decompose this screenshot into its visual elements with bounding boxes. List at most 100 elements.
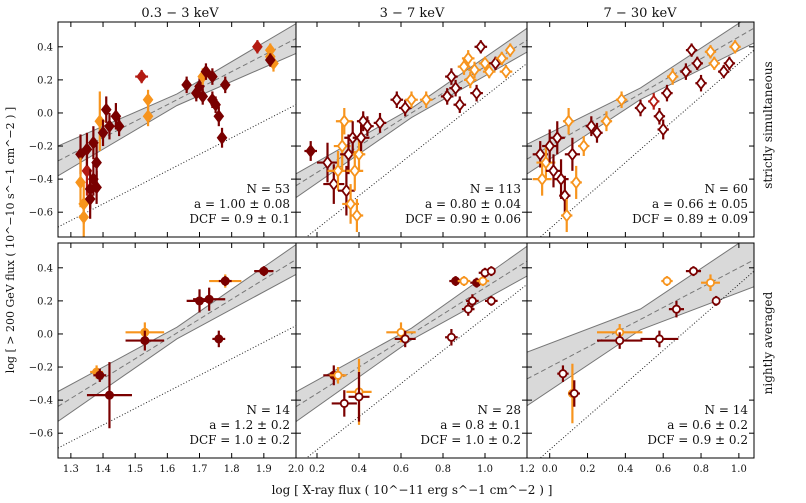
fit-line — [296, 260, 527, 408]
data-point — [125, 330, 165, 351]
data-point — [88, 126, 99, 160]
point-marker — [140, 336, 150, 346]
point-marker — [591, 125, 603, 140]
fit-stats-line-2: a = 0.6 ± 0.2 — [667, 418, 748, 432]
point-marker — [654, 109, 665, 124]
point-marker — [548, 163, 559, 178]
y-tick-label: −0.4 — [29, 396, 53, 407]
data-point — [545, 154, 562, 188]
point-marker — [420, 92, 432, 107]
data-point — [419, 91, 433, 108]
fit-stats-line-1: N = 14 — [247, 403, 291, 417]
point-marker — [567, 147, 578, 162]
point-marker — [353, 147, 365, 162]
point-marker — [483, 64, 495, 79]
point-marker — [691, 56, 703, 71]
point-marker — [349, 163, 361, 178]
point-marker — [354, 392, 364, 402]
point-marker — [615, 336, 625, 346]
data-point — [212, 330, 226, 348]
point-marker — [200, 64, 212, 79]
equality-line — [305, 62, 527, 237]
point-marker — [104, 119, 115, 134]
point-marker — [711, 296, 721, 306]
y-tick-label: −0.6 — [29, 208, 53, 219]
fit-stats-line-3: DCF = 0.89 ± 0.09 — [632, 212, 748, 226]
data-point — [91, 170, 102, 204]
panel-plot-area — [527, 22, 754, 237]
point-marker — [561, 208, 573, 223]
y-tick-label: 0.0 — [37, 108, 53, 119]
point-marker — [75, 175, 86, 190]
data-point — [485, 295, 498, 306]
data-point — [350, 198, 364, 233]
point-marker — [450, 81, 461, 96]
data-point — [213, 106, 225, 127]
data-point — [445, 68, 458, 85]
data-point — [464, 71, 477, 89]
point-marker — [686, 43, 697, 58]
data-point — [680, 63, 692, 80]
fit-line — [58, 38, 296, 162]
data-point — [394, 330, 416, 348]
y-tick-label: −0.2 — [29, 142, 53, 153]
point-marker — [569, 388, 579, 398]
data-point — [216, 127, 228, 148]
point-marker — [441, 89, 453, 104]
fit-stats-line-1: N = 28 — [478, 403, 521, 417]
point-marker — [136, 69, 147, 84]
y-tick-label: 0.0 — [37, 329, 53, 340]
point-marker — [343, 147, 354, 162]
point-marker — [91, 180, 102, 195]
data-point — [331, 390, 357, 417]
data-point — [142, 106, 154, 127]
point-marker — [570, 175, 582, 190]
point-marker — [100, 102, 112, 117]
column-title-2: 3 − 7 keV — [380, 6, 445, 21]
fit-stats-line-1: N = 60 — [705, 182, 748, 196]
data-point — [352, 137, 366, 171]
fit-stats-line-3: DCF = 1.0 ± 0.2 — [189, 433, 290, 447]
point-marker — [345, 196, 356, 211]
data-point — [701, 274, 720, 291]
point-marker — [341, 183, 352, 198]
data-point — [549, 121, 565, 155]
fit-stats-line-3: DCF = 1.0 ± 0.2 — [420, 433, 521, 447]
data-point — [704, 44, 717, 59]
data-point — [449, 79, 462, 97]
data-point — [219, 76, 231, 94]
data-point — [86, 362, 132, 429]
point-marker — [142, 109, 154, 124]
equality-line — [539, 270, 754, 458]
point-marker — [220, 276, 230, 286]
point-marker — [635, 101, 646, 115]
data-point — [333, 121, 351, 171]
data-point — [327, 151, 349, 191]
point-marker — [718, 64, 730, 79]
point-marker — [355, 130, 367, 145]
point-marker — [616, 92, 627, 107]
fit-stats-line-3: DCF = 0.90 ± 0.06 — [405, 212, 521, 226]
point-marker — [91, 155, 102, 170]
point-marker — [88, 135, 99, 150]
data-point — [668, 300, 685, 318]
data-point — [542, 129, 558, 163]
data-point — [634, 99, 647, 117]
data-point — [200, 63, 212, 80]
data-point — [352, 124, 370, 151]
point-marker — [459, 276, 469, 286]
data-point — [440, 88, 454, 105]
fit-stats-line-2: a = 1.00 ± 0.08 — [194, 197, 290, 211]
fit-confidence-band — [58, 23, 296, 176]
panels-group: −0.6 −0.4 −0.2 0.0 0.2 0.4 N = 53a = 1.00 ± 0.… — [29, 21, 755, 475]
fit-stats-line-2: a = 0.8 ± 0.1 — [440, 418, 521, 432]
point-marker — [601, 114, 612, 129]
data-point — [84, 179, 96, 219]
data-point — [398, 99, 412, 117]
data-point — [596, 332, 643, 349]
data-point — [499, 64, 513, 79]
data-point — [329, 367, 347, 384]
